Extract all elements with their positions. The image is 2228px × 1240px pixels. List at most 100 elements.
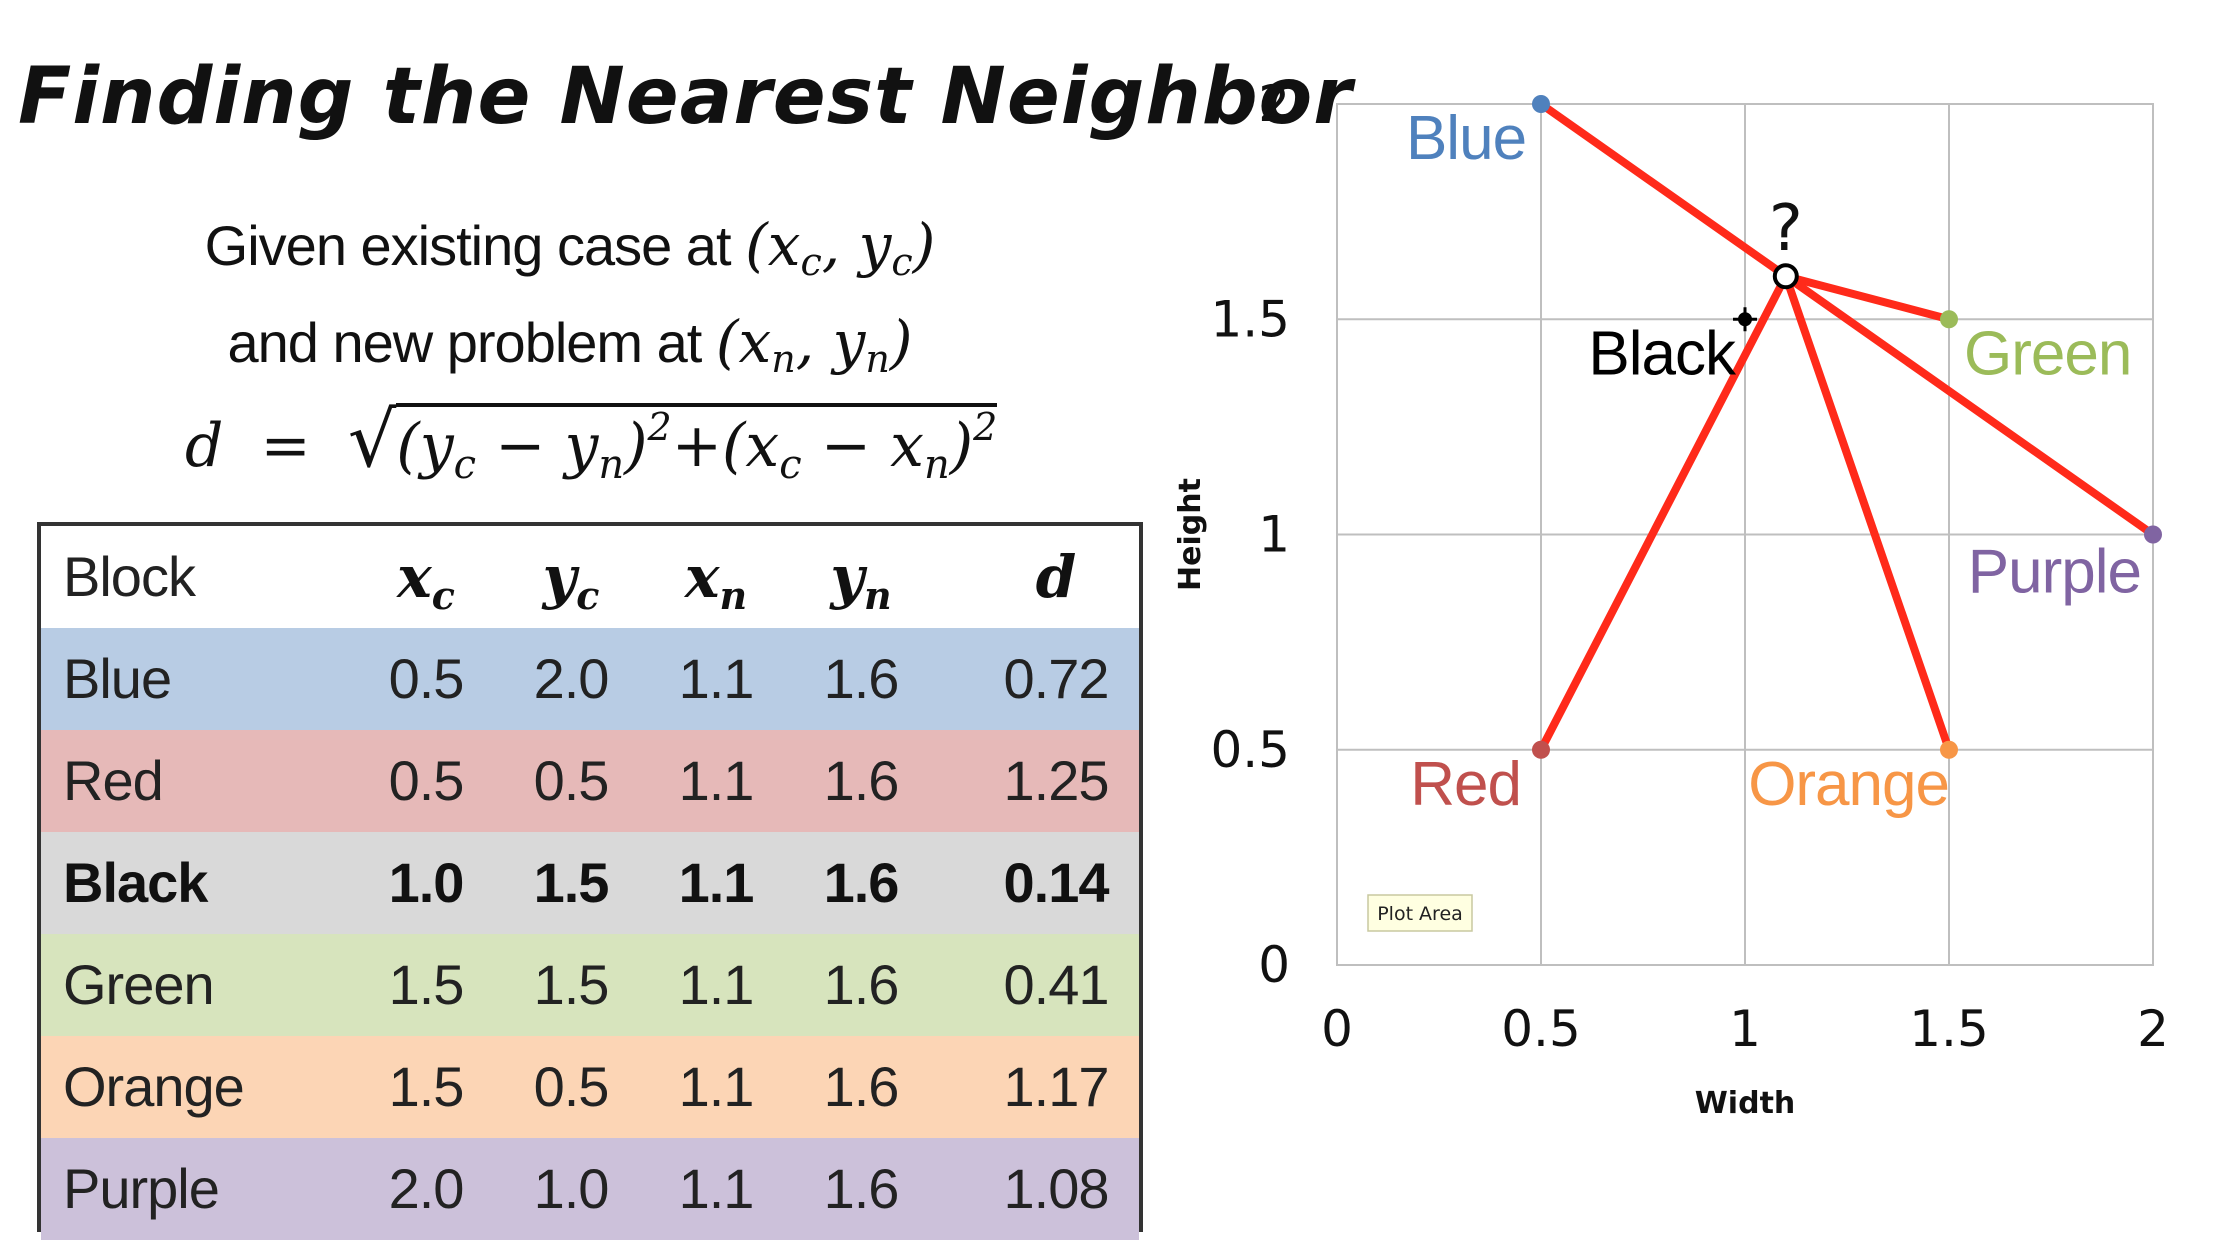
scatter-chart: 0 0.5 1 1.5 2 0 0.5 1 1.5 2 Width Height Blue Red Bla… — [1173, 75, 2169, 1121]
header-xn: xn — [684, 543, 748, 618]
y-tick-label: 1 — [1258, 506, 1290, 564]
data-point — [1940, 310, 1958, 329]
header-yc: yc — [542, 543, 600, 618]
data-point — [1532, 740, 1550, 759]
row-cell: 1.1 — [678, 1157, 755, 1220]
row-cell: 1.6 — [823, 1055, 900, 1118]
existing-case-coords: (xc, yc) — [745, 211, 936, 284]
given-line1-text: Given existing case at — [204, 214, 732, 277]
given-line-existing: Given existing case at (xc, yc) — [160, 205, 980, 302]
y-tick-label: 0 — [1258, 936, 1290, 994]
tooltip-text: Plot Area — [1377, 903, 1463, 925]
y-tick-label: 1.5 — [1210, 290, 1290, 348]
x-tick-label: 0 — [1321, 1000, 1353, 1058]
row-cell: 2.0 — [388, 1157, 465, 1220]
point-label: Blue — [1406, 104, 1526, 173]
row-label: Black — [63, 851, 208, 914]
row-cell: 1.1 — [678, 953, 755, 1016]
header-block: Block — [63, 545, 196, 608]
row-cell: 1.0 — [388, 851, 465, 914]
row-label: Orange — [63, 1055, 245, 1118]
query-point-label: ? — [1769, 192, 1803, 266]
row-cell: 1.17 — [1003, 1055, 1110, 1118]
x-axis-title: Width — [1695, 1086, 1796, 1121]
given-line2-text: and new problem at — [227, 311, 702, 374]
y-tick-label: 2 — [1258, 75, 1290, 133]
row-cell: 2.0 — [533, 647, 610, 710]
y-tick-label: 0.5 — [1210, 721, 1290, 779]
table-row: Red 0.5 0.5 1.1 1.6 1.25 — [41, 730, 1139, 832]
row-cell: 1.25 — [1003, 749, 1110, 812]
formula-equals: = — [260, 411, 311, 481]
distance-line — [1781, 272, 2157, 539]
row-label: Green — [63, 953, 215, 1016]
row-cell: 1.5 — [388, 953, 465, 1016]
row-cell: 1.0 — [533, 1157, 610, 1220]
row-cell: 1.1 — [678, 1055, 755, 1118]
row-cell: 1.6 — [823, 851, 900, 914]
row-cell: 1.5 — [533, 953, 610, 1016]
x-tick-label: 1.5 — [1909, 1000, 1989, 1058]
distance-line — [1781, 272, 1953, 754]
distance-line — [1781, 272, 1953, 324]
query-point — [1772, 263, 1799, 290]
row-cell: 1.08 — [1003, 1157, 1110, 1220]
data-point — [2144, 525, 2162, 544]
x-tick-label: 2 — [2137, 1000, 2169, 1058]
x-tick-label: 0.5 — [1501, 1000, 1581, 1058]
y-axis-title: Height — [1173, 478, 1208, 591]
row-cell: 0.72 — [1003, 647, 1110, 710]
row-cell: 0.5 — [388, 749, 465, 812]
chart-grid — [1336, 103, 2154, 966]
row-cell: 0.5 — [533, 1055, 610, 1118]
chart-point-labels: Blue Red Black Green Orange Purple? Plot Area — [1367, 104, 2142, 932]
chart-axes: 0 0.5 1 1.5 2 0 0.5 1 1.5 2 Width Height — [1173, 75, 2169, 1121]
table-header-row: Block xc yc xn yn d — [41, 526, 1139, 628]
row-label: Red — [63, 749, 164, 812]
formula-radicand: (yc − yn)2+(xc − xn)2 — [396, 403, 998, 488]
table-row: Purple 2.0 1.0 1.1 1.6 1.08 — [41, 1138, 1139, 1240]
table-row: Blue 0.5 2.0 1.1 1.6 0.72 — [41, 628, 1139, 730]
row-cell: 1.1 — [678, 647, 755, 710]
row-cell: 0.14 — [1003, 851, 1110, 914]
header-xc: xc — [397, 543, 455, 618]
row-cell: 0.5 — [533, 749, 610, 812]
row-cell: 1.5 — [533, 851, 610, 914]
row-cell: 1.6 — [823, 1157, 900, 1220]
distance-line — [1537, 100, 1790, 281]
row-cell: 1.6 — [823, 647, 900, 710]
row-label: Purple — [63, 1157, 220, 1220]
header-yn: yn — [830, 543, 892, 618]
tooltip-box — [1367, 894, 1473, 932]
row-cell: 0.41 — [1003, 953, 1110, 1016]
data-point — [1532, 95, 1550, 113]
distance-formula: d = √(yc − yn)2+(xc − xn)2 — [185, 395, 1025, 488]
given-text: Given existing case at (xc, yc) and new … — [160, 205, 980, 399]
new-problem-coords: (xn, yn) — [715, 308, 913, 381]
formula-lhs: d — [185, 411, 224, 481]
page-title: Finding the Nearest Neighbor — [18, 52, 1353, 142]
table-row: Orange 1.5 0.5 1.1 1.6 1.17 — [41, 1036, 1139, 1138]
row-cell: 1.6 — [823, 749, 900, 812]
given-line-new: and new problem at (xn, yn) — [160, 302, 980, 399]
row-cell: 1.6 — [823, 953, 900, 1016]
distance-line — [1537, 272, 1790, 754]
table-row: Green 1.5 1.5 1.1 1.6 0.41 — [41, 934, 1139, 1036]
row-label: Blue — [63, 647, 172, 710]
distance-lines — [1537, 100, 2157, 754]
sqrt-symbol: √ — [347, 395, 397, 484]
distance-table: Block xc yc xn yn d Blue 0.5 2.0 1.1 1.6 0.72… — [37, 522, 1143, 1240]
point-label: Green — [1964, 319, 2131, 388]
data-point — [1940, 740, 1958, 759]
plot-area-tooltip: Plot Area — [1367, 894, 1473, 932]
point-label: Orange — [1748, 750, 1949, 819]
chart-points — [1532, 95, 2162, 759]
point-label: Black — [1588, 319, 1737, 388]
point-label: Red — [1410, 750, 1521, 819]
table-row: Black 1.0 1.5 1.1 1.6 0.14 — [41, 832, 1139, 934]
row-cell: 1.1 — [678, 749, 755, 812]
row-cell: 0.5 — [388, 647, 465, 710]
row-cell: 1.1 — [678, 851, 755, 914]
point-label: Purple — [1968, 538, 2141, 607]
header-d: d — [1035, 543, 1077, 611]
